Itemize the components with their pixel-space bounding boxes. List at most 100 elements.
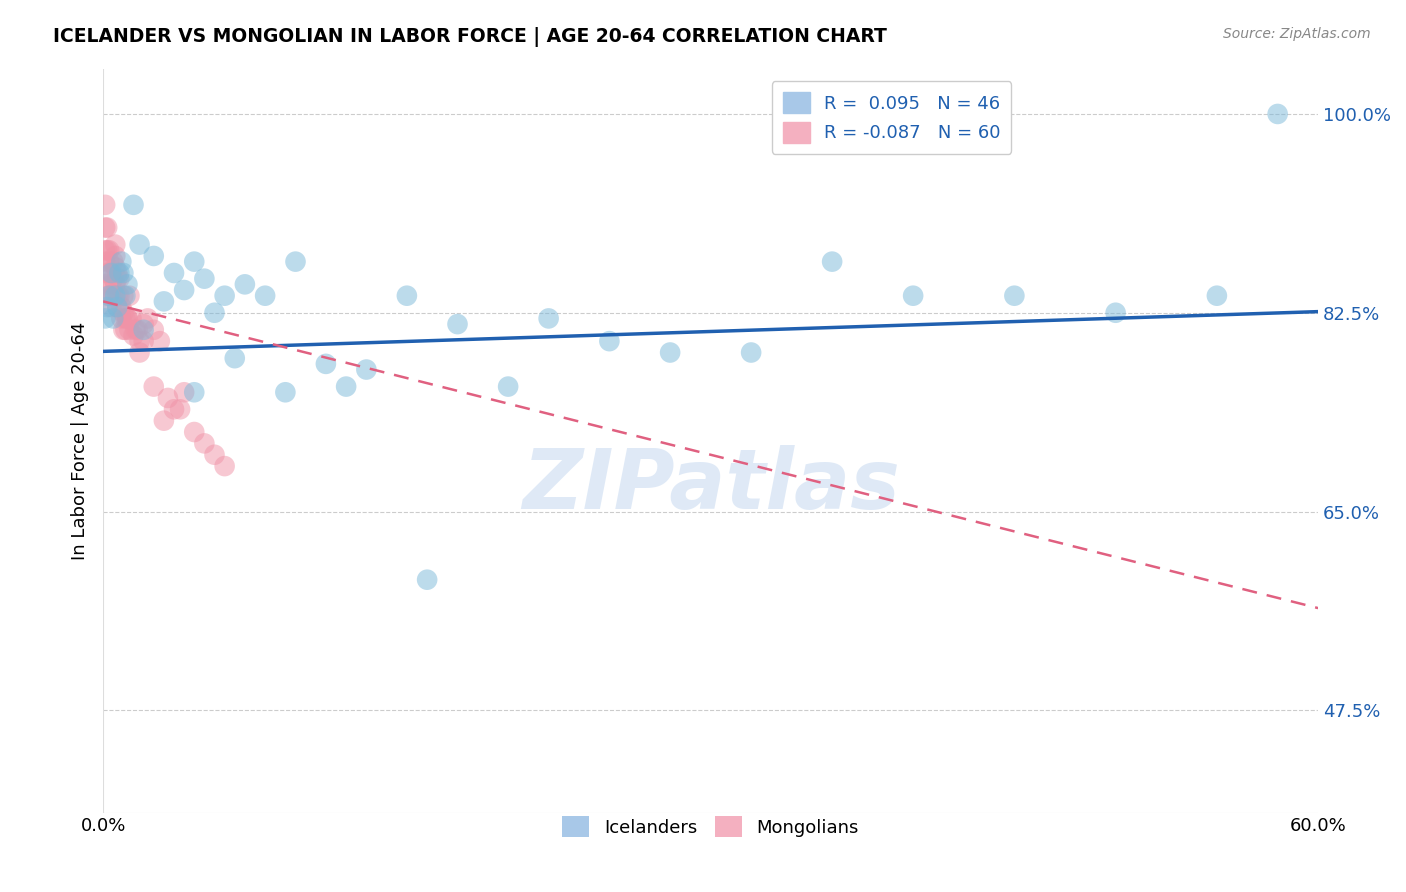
Point [122, 198, 145, 212]
Point [132, 317, 155, 331]
Point [598, 334, 620, 348]
Y-axis label: In Labor Force | Age 20-64: In Labor Force | Age 20-64 [72, 321, 89, 559]
Text: ICELANDER VS MONGOLIAN IN LABOR FORCE | AGE 20-64 CORRELATION CHART: ICELANDER VS MONGOLIAN IN LABOR FORCE | … [53, 27, 887, 46]
Point [183, 425, 205, 439]
Point [110, 300, 132, 314]
Point [193, 271, 215, 285]
Point [112, 266, 135, 280]
Point [110, 311, 132, 326]
Point [214, 459, 236, 474]
Point [105, 289, 128, 303]
Point [149, 334, 172, 348]
Point [128, 237, 150, 252]
Point [118, 323, 141, 337]
Point [121, 311, 143, 326]
Point [1267, 107, 1289, 121]
Point [659, 345, 682, 359]
Point [100, 289, 122, 303]
Point [821, 254, 844, 268]
Point [537, 311, 560, 326]
Point [104, 260, 127, 275]
Point [94, 244, 117, 258]
Point [169, 402, 191, 417]
Point [112, 323, 135, 337]
Point [204, 306, 226, 320]
Point [108, 271, 131, 285]
Point [142, 379, 165, 393]
Point [96, 300, 118, 314]
Point [124, 323, 146, 337]
Point [156, 391, 179, 405]
Point [94, 254, 117, 268]
Point [356, 362, 378, 376]
Point [254, 289, 277, 303]
Point [103, 311, 125, 326]
Point [96, 220, 118, 235]
Point [284, 254, 307, 268]
Point [94, 198, 117, 212]
Point [496, 379, 519, 393]
Point [122, 328, 145, 343]
Point [395, 289, 418, 303]
Point [103, 254, 125, 268]
Point [96, 289, 118, 303]
Point [94, 220, 117, 235]
Point [108, 266, 131, 280]
Point [96, 244, 118, 258]
Point [100, 300, 122, 314]
Point [108, 289, 131, 303]
Text: Source: ZipAtlas.com: Source: ZipAtlas.com [1223, 27, 1371, 41]
Point [105, 300, 128, 314]
Point [105, 271, 128, 285]
Point [193, 436, 215, 450]
Point [103, 271, 125, 285]
Point [117, 277, 139, 292]
Point [740, 345, 762, 359]
Point [446, 317, 468, 331]
Point [1002, 289, 1025, 303]
Point [105, 300, 128, 314]
Point [274, 385, 297, 400]
Point [163, 402, 186, 417]
Point [112, 306, 135, 320]
Point [98, 289, 121, 303]
Point [173, 385, 195, 400]
Point [183, 385, 205, 400]
Point [173, 283, 195, 297]
Point [110, 254, 132, 268]
Point [128, 345, 150, 359]
Point [204, 448, 226, 462]
Point [103, 289, 125, 303]
Point [163, 266, 186, 280]
Point [112, 289, 135, 303]
Point [1104, 306, 1126, 320]
Point [183, 254, 205, 268]
Point [315, 357, 337, 371]
Point [214, 289, 236, 303]
Point [335, 379, 357, 393]
Legend: Icelanders, Mongolians: Icelanders, Mongolians [555, 809, 866, 845]
Text: ZIPatlas: ZIPatlas [522, 445, 900, 525]
Point [96, 266, 118, 280]
Point [142, 323, 165, 337]
Point [104, 249, 127, 263]
Point [114, 311, 136, 326]
Point [105, 266, 128, 280]
Point [128, 334, 150, 348]
Point [132, 334, 155, 348]
Point [416, 573, 439, 587]
Point [104, 289, 127, 303]
Point [100, 277, 122, 292]
Point [98, 244, 121, 258]
Point [94, 277, 117, 292]
Point [104, 237, 127, 252]
Point [142, 249, 165, 263]
Point [136, 311, 159, 326]
Point [153, 294, 176, 309]
Point [1205, 289, 1227, 303]
Point [100, 266, 122, 280]
Point [117, 311, 139, 326]
Point [104, 277, 127, 292]
Point [127, 323, 149, 337]
Point [153, 414, 176, 428]
